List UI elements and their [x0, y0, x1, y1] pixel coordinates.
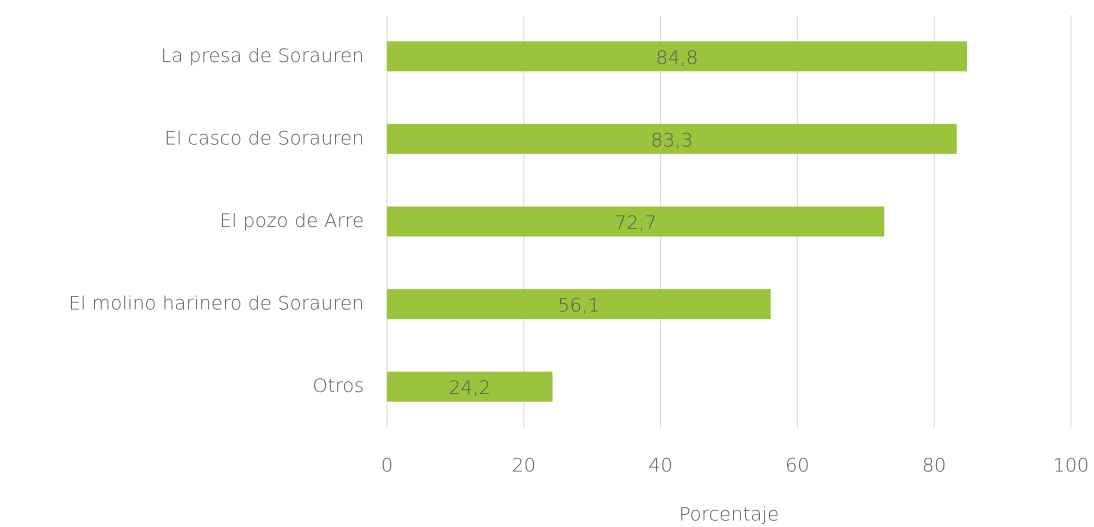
- bar: [387, 41, 968, 72]
- bar: [387, 371, 553, 402]
- x-tick-label: 20: [512, 455, 536, 477]
- data-label: 56,1: [558, 295, 600, 317]
- data-label: 24,2: [449, 377, 491, 399]
- bar: [387, 289, 771, 320]
- bar: [387, 206, 885, 237]
- x-tick-label: 40: [649, 455, 673, 477]
- y-tick-label: La presa de Sorauren: [161, 45, 364, 67]
- x-tick-label: 0: [381, 455, 393, 477]
- bar: [387, 123, 957, 154]
- y-tick-label: Otros: [313, 375, 364, 397]
- x-axis-label: Porcentaje: [679, 504, 779, 526]
- x-tick-label: 100: [1053, 455, 1089, 477]
- data-label: 83,3: [651, 129, 693, 151]
- y-tick-label: El molino harinero de Sorauren: [69, 293, 364, 315]
- data-label: 84,8: [656, 47, 698, 69]
- x-tick-label: 80: [922, 455, 946, 477]
- data-label: 72,7: [614, 212, 656, 234]
- y-tick-label: El casco de Sorauren: [164, 127, 364, 149]
- x-tick-label: 60: [785, 455, 809, 477]
- y-tick-label: El pozo de Arre: [220, 210, 364, 232]
